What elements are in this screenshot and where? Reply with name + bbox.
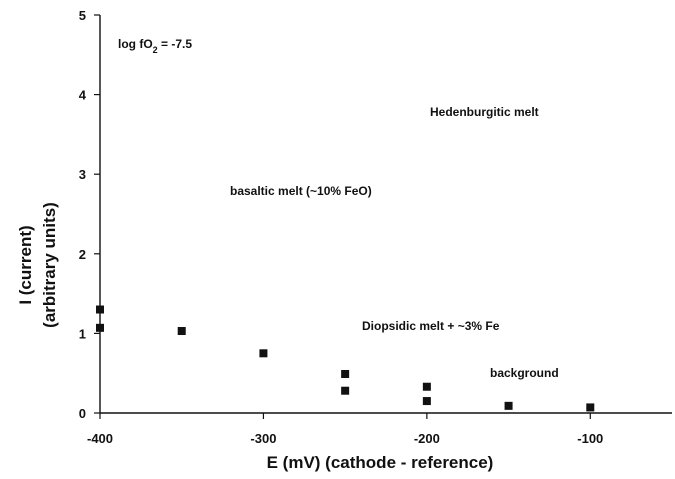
y-axis-title-line1: I (current) (16, 225, 35, 304)
y-tick-label: 2 (79, 247, 86, 262)
data-point (259, 349, 268, 358)
data-point (341, 386, 350, 395)
data-point (422, 397, 431, 406)
x-tick-label: -400 (87, 431, 113, 446)
x-tick-label: -100 (577, 431, 603, 446)
data-point (96, 305, 104, 314)
x-ticks: -400 -300 -200 -100 (87, 413, 603, 446)
annotation-hedenburgitic-melt: Hedenburgitic melt (430, 105, 539, 119)
data-point (96, 323, 104, 332)
data-point (177, 327, 186, 336)
x-tick-label: -200 (414, 431, 440, 446)
annotation-logfo2: log fO2 = -7.5 (118, 37, 192, 55)
data-point (586, 403, 595, 412)
x-axis-title: E (mV) (cathode - reference) (267, 453, 494, 472)
y-tick-label: 0 (79, 406, 86, 421)
y-tick-label: 5 (79, 8, 86, 23)
data-point (341, 369, 350, 378)
y-axis-title-group: I (current) (arbitrary units) (16, 202, 59, 328)
annotation-background: background (490, 366, 559, 380)
y-tick-label: 3 (79, 167, 86, 182)
y-tick-label: 1 (79, 326, 86, 341)
x-tick-label: -300 (250, 431, 276, 446)
data-point (422, 382, 431, 391)
data-point (504, 401, 513, 410)
y-tick-label: 4 (79, 88, 87, 103)
plot-area (99, 15, 672, 414)
y-axis-title-line2: (arbitrary units) (40, 202, 59, 328)
data-points (96, 305, 595, 412)
y-ticks: 0 1 2 3 4 5 (79, 8, 100, 421)
annotation-basaltic-melt: basaltic melt (~10% FeO) (230, 184, 372, 198)
annotation-diopsidic-melt: Diopsidic melt + ~3% Fe (362, 319, 500, 333)
